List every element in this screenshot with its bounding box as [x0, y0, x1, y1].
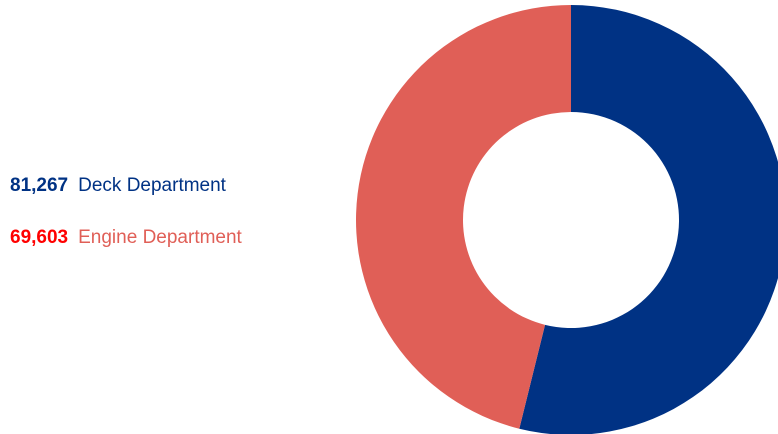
donut-slice-engine-department [356, 5, 571, 429]
chart-legend: 81,267 Deck Department 69,603 Engine Dep… [10, 175, 242, 279]
legend-item-engine-department: 69,603 Engine Department [10, 227, 242, 257]
donut-slice-deck-department [519, 5, 778, 434]
legend-label-engine-department: Engine Department [78, 227, 242, 248]
legend-value-engine-department: 69,603 [10, 227, 69, 248]
legend-item-deck-department: 81,267 Deck Department [10, 175, 242, 205]
legend-label-deck-department: Deck Department [78, 175, 226, 196]
legend-value-deck-department: 81,267 [10, 175, 69, 196]
